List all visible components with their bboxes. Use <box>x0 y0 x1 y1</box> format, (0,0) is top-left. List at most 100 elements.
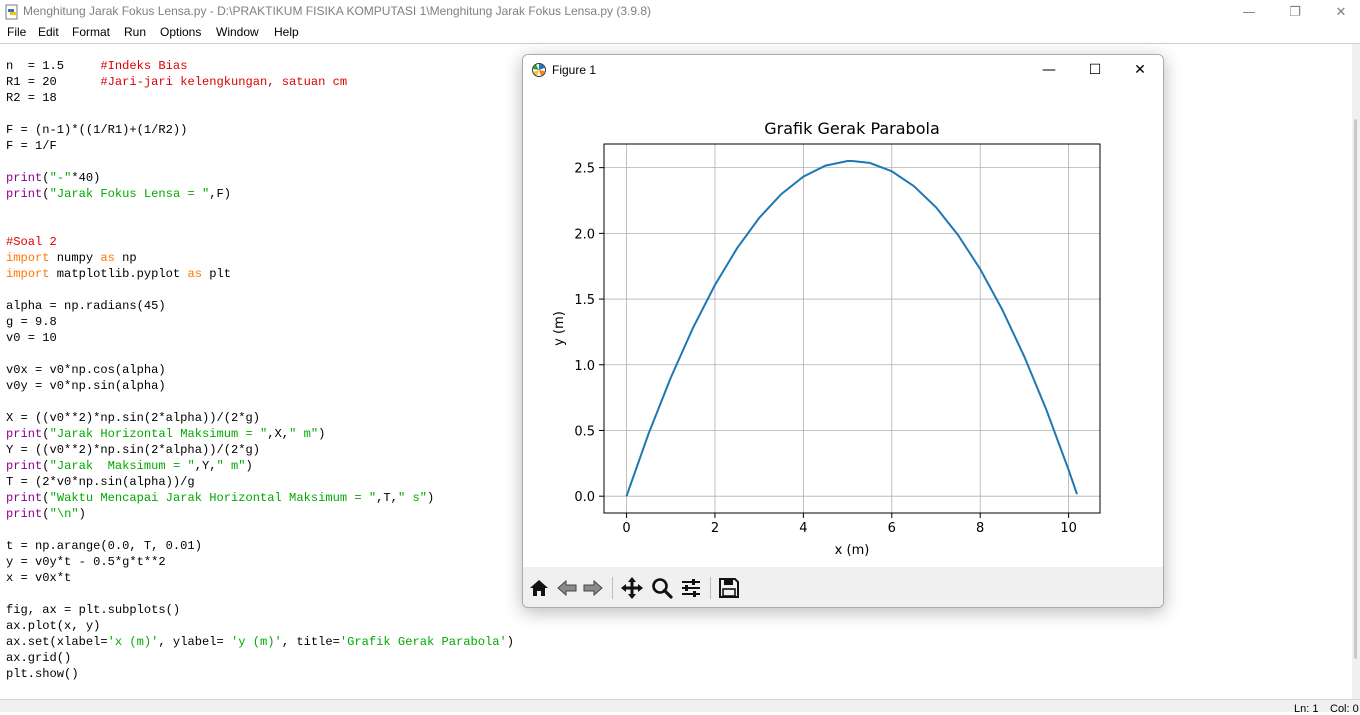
code-token: ( <box>42 187 50 201</box>
menu-file[interactable]: File <box>7 25 27 39</box>
code-token: v0x = v0*np.cos(alpha) <box>6 363 166 377</box>
code-token: import <box>6 267 50 281</box>
menu-run[interactable]: Run <box>124 25 147 39</box>
code-token: #Jari-jari kelengkungan, satuan cm <box>100 75 348 89</box>
x-tick-label: 0 <box>622 521 630 536</box>
code-token: T = (2*v0*np.sin(alpha))/g <box>6 475 195 489</box>
code-token: ) <box>245 459 253 473</box>
code-line: ax.set(xlabel='x (m)', ylabel= 'y (m)', … <box>6 634 514 650</box>
python-file-icon <box>5 4 18 20</box>
zoom-icon[interactable] <box>649 575 675 601</box>
status-bar: Ln: 1 Col: 0 <box>0 699 1360 715</box>
code-token: alpha = np.radians(45) <box>6 299 166 313</box>
figure-close-button[interactable]: ✕ <box>1134 62 1146 78</box>
code-token: "\n" <box>49 507 79 521</box>
code-token: ( <box>42 427 50 441</box>
code-token: ,X, <box>267 427 290 441</box>
code-token: ) <box>78 507 86 521</box>
plot-canvas[interactable]: 0 2 4 6 8 10 0.0 0.5 1.0 1.5 2.0 2.5 Grafik Gerak Pa… <box>523 85 1163 567</box>
close-button[interactable]: ✕ <box>1335 4 1347 20</box>
y-axis-label: y (m) <box>552 311 567 346</box>
code-token: y = v0y*t - 0.5*g*t**2 <box>6 555 166 569</box>
figure-maximize-button[interactable]: ☐ <box>1088 62 1102 78</box>
code-token: numpy <box>49 251 101 265</box>
code-token: v0 = 10 <box>6 331 57 345</box>
menu-options[interactable]: Options <box>160 25 202 39</box>
code-token: ( <box>42 507 50 521</box>
code-line: X = ((v0**2)*np.sin(2*alpha))/(2*g) <box>6 410 260 426</box>
y-tick-label: 1.0 <box>574 359 595 374</box>
x-tick-label: 8 <box>976 521 984 536</box>
menu-format[interactable]: Format <box>72 25 111 39</box>
code-token: ,T, <box>376 491 398 505</box>
code-line: print("Waktu Mencapai Jarak Horizontal M… <box>6 490 434 506</box>
code-line: g = 9.8 <box>6 314 57 330</box>
code-token: "-" <box>49 171 72 185</box>
toolbar-separator <box>710 577 711 599</box>
code-token: plt <box>201 267 231 281</box>
pan-icon[interactable] <box>619 575 645 601</box>
code-token: #Soal 2 <box>6 235 57 249</box>
axes-frame <box>603 143 1101 514</box>
back-arrow-icon[interactable] <box>554 575 580 601</box>
code-token: print <box>6 459 43 473</box>
code-token: "Jarak Fokus Lensa = " <box>49 187 210 201</box>
code-token: " m" <box>289 427 319 441</box>
figure-title: Figure 1 <box>552 63 597 77</box>
menu-edit[interactable]: Edit <box>38 25 59 39</box>
code-token: ax.plot(x, y) <box>6 619 101 633</box>
code-line: v0 = 10 <box>6 330 57 346</box>
code-token: print <box>6 491 43 505</box>
code-token: print <box>6 427 43 441</box>
code-token: *40) <box>71 171 101 185</box>
code-line: alpha = np.radians(45) <box>6 298 166 314</box>
home-icon[interactable] <box>526 575 552 601</box>
code-line: n = 1.5 #Indeks Bias <box>6 58 187 74</box>
code-token: X = ((v0**2)*np.sin(2*alpha))/(2*g) <box>6 411 261 425</box>
vertical-scrollbar[interactable] <box>1352 44 1360 699</box>
restore-button[interactable]: ❐ <box>1289 4 1301 20</box>
code-token: print <box>6 507 43 521</box>
x-tick-label: 6 <box>888 521 896 536</box>
editor-titlebar: Menghitung Jarak Fokus Lensa.py - D:\PRA… <box>0 0 1360 24</box>
code-line: v0y = v0*np.sin(alpha) <box>6 378 166 394</box>
x-tick-label: 10 <box>1060 521 1077 536</box>
code-token: 'Grafik Gerak Parabola' <box>339 635 507 649</box>
code-token: " m" <box>216 459 246 473</box>
code-token: ) <box>426 491 435 505</box>
menu-window[interactable]: Window <box>216 25 259 39</box>
code-token: ) <box>318 427 326 441</box>
code-line: print("\n") <box>6 506 86 522</box>
configure-subplots-icon[interactable] <box>678 575 704 601</box>
code-line: import matplotlib.pyplot as plt <box>6 266 231 282</box>
code-token: matplotlib.pyplot <box>49 267 188 281</box>
figure-minimize-button[interactable]: — <box>1042 62 1056 78</box>
save-icon[interactable] <box>716 575 742 601</box>
code-token: ( <box>42 459 50 473</box>
x-tick-label: 4 <box>799 521 807 536</box>
y-tick-label: 2.5 <box>574 162 595 177</box>
code-token: np <box>114 251 137 265</box>
code-line: ax.grid() <box>6 650 71 666</box>
code-line: T = (2*v0*np.sin(alpha))/g <box>6 474 195 490</box>
x-tick-label: 2 <box>711 521 719 536</box>
code-token: g = 9.8 <box>6 315 57 329</box>
minimize-button[interactable]: — <box>1242 4 1256 20</box>
code-line: #Soal 2 <box>6 234 57 250</box>
code-token: print <box>6 187 43 201</box>
code-token: ,F) <box>209 187 232 201</box>
forward-arrow-icon[interactable] <box>580 575 606 601</box>
code-line: y = v0y*t - 0.5*g*t**2 <box>6 554 166 570</box>
code-token: plt.show() <box>6 667 79 681</box>
code-token: F = (n-1)*((1/R1)+(1/R2)) <box>6 123 188 137</box>
menu-help[interactable]: Help <box>274 25 299 39</box>
code-token: ( <box>42 171 50 185</box>
y-tick-label: 2.0 <box>574 227 595 242</box>
code-token: import <box>6 251 50 265</box>
code-token: "Jarak Maksimum = " <box>49 459 195 473</box>
scrollbar-thumb[interactable] <box>1354 119 1357 659</box>
y-tick-label: 0.0 <box>574 490 595 505</box>
code-line: plt.show() <box>6 666 79 682</box>
code-token: x = v0x*t <box>6 571 72 585</box>
code-token: 'y (m)' <box>231 635 282 649</box>
